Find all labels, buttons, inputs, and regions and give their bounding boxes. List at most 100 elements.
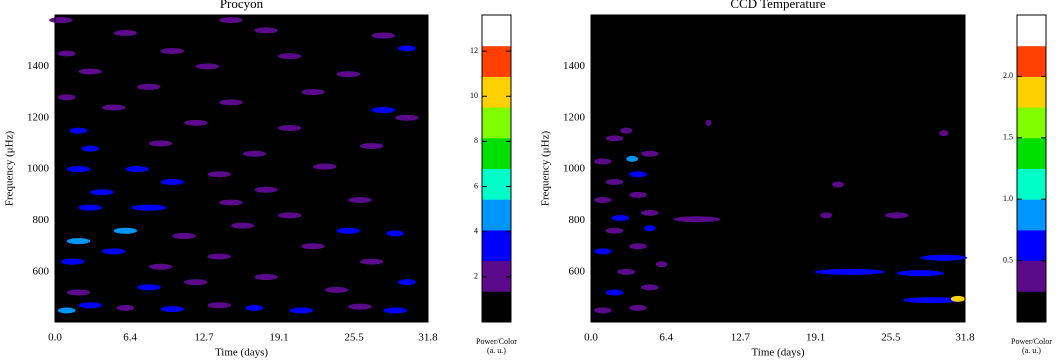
- power-blob: [371, 32, 396, 39]
- power-blob: [113, 29, 138, 36]
- power-blob: [643, 225, 656, 232]
- y-tick-label: 1400: [27, 60, 50, 72]
- power-blob: [57, 94, 76, 101]
- power-blob: [359, 143, 384, 150]
- power-blob: [245, 304, 264, 311]
- colorbar-tick-label: 1.0: [1003, 194, 1013, 203]
- power-blob: [78, 204, 102, 211]
- power-blob: [629, 304, 647, 311]
- plot-frame: [590, 14, 966, 323]
- power-blob: [885, 212, 909, 219]
- power-blob: [640, 284, 659, 291]
- colorbar-segment: [1017, 107, 1046, 139]
- power-blob: [593, 248, 612, 255]
- plot-background: [591, 15, 965, 322]
- x-tick-label: 19.1: [269, 332, 288, 344]
- power-blob: [640, 150, 659, 157]
- power-blob: [66, 289, 91, 296]
- power-blob: [49, 17, 73, 24]
- power-blob: [336, 71, 360, 78]
- colorbar-frame: [1016, 14, 1047, 323]
- power-blob: [195, 63, 220, 70]
- colorbar-tick-label: 8: [474, 136, 478, 145]
- y-tick-label: 1200: [27, 111, 50, 123]
- power-blob: [66, 166, 91, 173]
- power-blob: [172, 232, 196, 239]
- colorbar-tick-label: 1.5: [1003, 133, 1013, 142]
- colorbar-segment: [482, 76, 511, 108]
- power-blob: [60, 258, 85, 265]
- power-blob: [593, 158, 612, 165]
- power-blob: [371, 107, 396, 114]
- power-blob: [101, 104, 126, 111]
- colorbar-segment: [482, 199, 511, 231]
- power-blob: [902, 297, 962, 304]
- power-blob: [66, 238, 91, 245]
- power-blob: [160, 47, 185, 54]
- power-blob: [242, 150, 267, 157]
- power-blob: [131, 204, 167, 211]
- colorbar-segment: [482, 137, 511, 169]
- power-blob: [137, 83, 161, 90]
- power-blob: [277, 212, 302, 219]
- colorbar-tick-label: 0.5: [1003, 255, 1013, 264]
- power-blob: [113, 227, 138, 234]
- power-blob: [620, 127, 633, 134]
- colorbar-segment: [482, 260, 511, 292]
- power-blob: [313, 163, 337, 170]
- x-tick-label: 25.5: [344, 332, 364, 344]
- power-blob: [324, 286, 349, 293]
- x-tick-label: 12.7: [731, 332, 751, 344]
- power-blob: [673, 216, 721, 223]
- power-blob: [605, 227, 624, 234]
- power-blob: [207, 302, 231, 309]
- colorbar-tick-label: 12: [470, 46, 478, 55]
- plot-background: [55, 15, 428, 322]
- power-blob: [655, 261, 668, 268]
- y-tick-label: 1000: [27, 163, 50, 175]
- power-blob: [78, 68, 102, 75]
- x-axis-label: Time (days): [751, 347, 804, 359]
- x-tick-label: 0.0: [48, 332, 62, 344]
- power-blob: [617, 268, 636, 275]
- power-blob: [629, 243, 647, 250]
- power-blob: [605, 289, 624, 296]
- colorbar-label: Power/Color: [1011, 337, 1052, 346]
- power-blob: [137, 284, 161, 291]
- x-tick-label: 12.7: [194, 332, 214, 344]
- colorbar-tick-label: 10: [470, 91, 478, 100]
- power-blob: [57, 50, 76, 57]
- colorbar-tick-label: 4: [474, 227, 478, 236]
- x-tick-label: 6.4: [123, 332, 137, 344]
- power-blob: [814, 268, 886, 275]
- y-tick-label: 800: [569, 214, 586, 226]
- power-blob: [101, 248, 126, 255]
- power-blob: [81, 145, 99, 152]
- power-blob: [629, 191, 647, 198]
- power-blob: [184, 119, 208, 126]
- power-blob: [705, 119, 712, 126]
- power-blob: [939, 130, 949, 137]
- power-blob: [301, 243, 325, 250]
- x-tick-label: 6.4: [659, 332, 673, 344]
- power-blob: [148, 263, 173, 270]
- power-blob: [950, 295, 966, 302]
- colorbar-segment: [482, 45, 511, 77]
- power-blob: [820, 212, 833, 219]
- colorbar-segment: [482, 15, 511, 47]
- power-blob: [383, 307, 407, 314]
- colorbar-segment: [1017, 76, 1046, 108]
- panel-title: CCD Temperature: [730, 0, 825, 11]
- power-blob: [593, 307, 612, 314]
- power-blob: [359, 258, 384, 265]
- power-blob: [832, 181, 844, 188]
- power-blob: [395, 114, 419, 121]
- power-blob: [148, 140, 173, 147]
- x-tick-label: 31.8: [418, 332, 438, 344]
- colorbar-segment: [1017, 168, 1046, 200]
- power-blob: [301, 89, 325, 96]
- power-blob: [207, 171, 231, 178]
- x-tick-label: 0.0: [584, 332, 598, 344]
- power-blob: [605, 178, 624, 185]
